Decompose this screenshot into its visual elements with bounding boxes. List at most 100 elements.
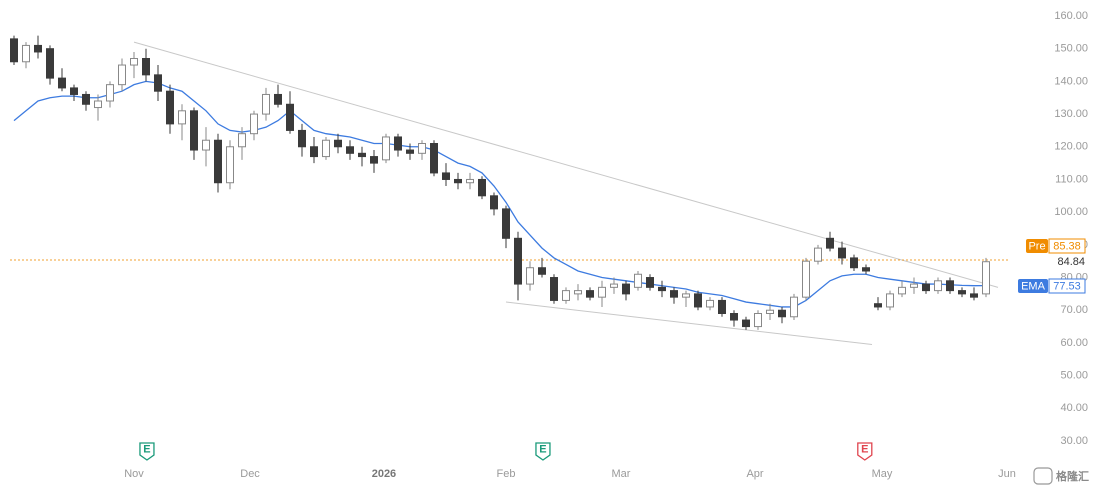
candle-body xyxy=(946,280,954,292)
candle-body xyxy=(982,261,990,295)
watermark: 格隆汇 xyxy=(1056,469,1089,483)
candle-body xyxy=(154,74,162,92)
candle-body xyxy=(34,44,42,53)
y-tick-label: 110.00 xyxy=(1055,173,1088,185)
candle-body xyxy=(934,280,942,292)
candle-body xyxy=(862,267,870,272)
candle-body xyxy=(778,309,786,318)
pre-tag xyxy=(1026,239,1048,253)
x-tick-label: May xyxy=(872,468,893,480)
candle-body xyxy=(166,90,174,125)
y-tick-label: 100.00 xyxy=(1054,206,1088,218)
candle-body xyxy=(694,293,702,308)
candle-body xyxy=(478,178,486,197)
candle-body xyxy=(622,283,630,295)
candle-body xyxy=(382,136,390,161)
candle-body xyxy=(922,283,930,292)
candle-body xyxy=(706,299,714,308)
candle-body xyxy=(682,293,690,298)
x-tick-label: Feb xyxy=(497,468,516,480)
candle-body xyxy=(58,77,66,89)
candle-body xyxy=(742,319,750,328)
candle-body xyxy=(10,38,18,63)
candle-body xyxy=(790,296,798,318)
candle-body xyxy=(202,139,210,151)
candle-body xyxy=(298,129,306,148)
candle-body xyxy=(214,139,222,184)
candle-body xyxy=(334,139,342,148)
trend-line xyxy=(133,41,999,288)
candle-body xyxy=(802,260,810,298)
candle-body xyxy=(226,146,234,184)
pre-tag-label: Pre xyxy=(1028,240,1045,252)
y-tick-label: 30.00 xyxy=(1060,435,1088,447)
candle-body xyxy=(598,286,606,298)
candle-body xyxy=(322,139,330,158)
candle-body xyxy=(550,277,558,301)
candle-body xyxy=(94,100,102,109)
candle-body xyxy=(502,208,510,239)
candle-body xyxy=(538,267,546,275)
candle-body xyxy=(730,313,738,321)
candle-body xyxy=(442,172,450,180)
candle-body xyxy=(238,133,246,148)
candle-body xyxy=(82,93,90,105)
event-marker xyxy=(139,442,155,461)
event-label: E xyxy=(143,443,150,455)
candle-body xyxy=(826,237,834,249)
y-tick-label: 120.00 xyxy=(1054,141,1088,153)
y-tick-label: 70.00 xyxy=(1060,304,1088,316)
candle-body xyxy=(526,267,534,285)
y-tick-label: 130.00 xyxy=(1054,108,1088,120)
last-close: 84.84 xyxy=(1057,256,1085,268)
pre-value: 85.38 xyxy=(1053,240,1081,252)
candle-body xyxy=(142,58,150,76)
candle-body xyxy=(46,48,54,79)
candle-body xyxy=(874,303,882,308)
candle-body xyxy=(670,290,678,298)
candle-body xyxy=(262,93,270,115)
candle-body xyxy=(310,146,318,158)
ema-line xyxy=(13,80,987,308)
candle-body xyxy=(634,273,642,288)
candle-body xyxy=(970,293,978,298)
watermark-logo xyxy=(1033,467,1053,485)
candle-body xyxy=(106,84,114,102)
candle-body xyxy=(838,247,846,259)
candle-body xyxy=(130,58,138,66)
y-tick-label: 40.00 xyxy=(1060,402,1088,414)
candle-body xyxy=(406,149,414,154)
candle-body xyxy=(766,309,774,315)
x-tick-label: Mar xyxy=(611,468,630,480)
candle-body xyxy=(190,110,198,151)
event-label: E xyxy=(861,443,868,455)
pre-value-box xyxy=(1048,238,1086,254)
event-marker xyxy=(857,442,873,461)
candle-body xyxy=(898,286,906,295)
ema-value: 77.53 xyxy=(1053,280,1081,292)
candle-body xyxy=(358,152,366,158)
candle-body xyxy=(814,247,822,262)
y-tick-label: 60.00 xyxy=(1060,337,1088,349)
candle-body xyxy=(910,283,918,288)
candle-body xyxy=(466,178,474,184)
candle-body xyxy=(958,290,966,295)
candle-body xyxy=(850,257,858,269)
event-marker xyxy=(535,442,551,461)
candle-body xyxy=(418,143,426,154)
y-tick-label: 150.00 xyxy=(1054,43,1088,55)
candle-body xyxy=(70,87,78,95)
candle-body xyxy=(718,299,726,314)
candle-body xyxy=(118,64,126,86)
x-tick-label: Nov xyxy=(124,468,144,480)
candle-body xyxy=(430,143,438,174)
candle-body xyxy=(346,146,354,154)
candle-body xyxy=(610,283,618,288)
event-label: E xyxy=(539,443,546,455)
candle-body xyxy=(250,113,258,135)
trend-line xyxy=(505,301,873,346)
candle-body xyxy=(886,293,894,308)
ema-value-box xyxy=(1048,278,1086,294)
